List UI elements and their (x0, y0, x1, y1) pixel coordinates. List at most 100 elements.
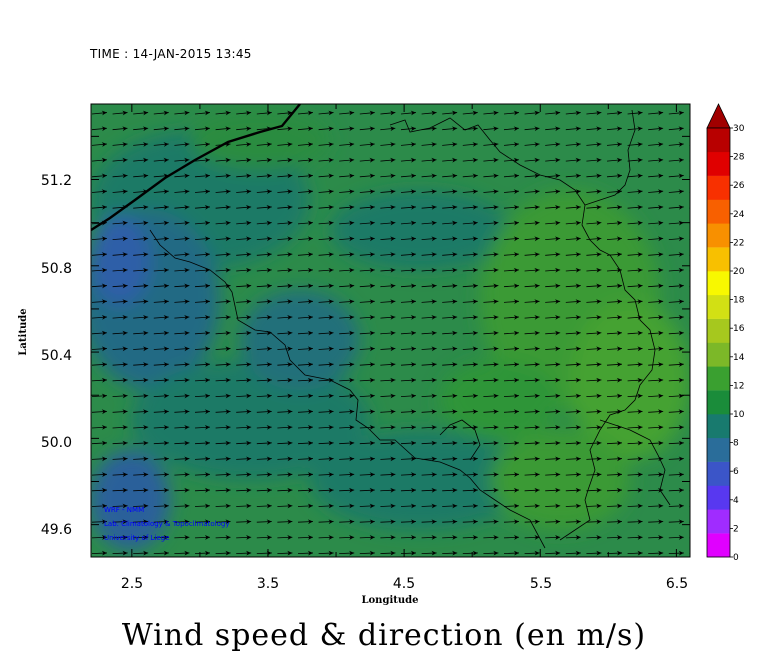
wind-arrow (339, 173, 355, 179)
wind-arrow (133, 110, 149, 116)
wind-arrow (689, 127, 690, 131)
wind-arrow (339, 535, 355, 540)
wind-arrow (442, 157, 458, 163)
wind-arrow (606, 142, 622, 147)
wind-arrow (586, 220, 602, 226)
wind-arrow (524, 487, 540, 493)
wind-arrow (442, 236, 458, 242)
wind-arrow (91, 283, 107, 289)
wind-arrow (668, 503, 684, 509)
wind-arrow (545, 440, 561, 446)
wind-speed-field: WRF - NMM Lab. Climatology & Topoclimato… (91, 104, 690, 557)
wind-arrow (524, 346, 540, 352)
wind-arrow (359, 362, 375, 367)
wind-arrow (339, 110, 355, 116)
wind-arrow (421, 142, 437, 147)
wind-arrow (483, 425, 499, 430)
wind-arrow (648, 157, 664, 163)
wind-arrow (400, 425, 416, 430)
wind-arrow (545, 252, 561, 257)
wind-arrow (648, 110, 664, 116)
wind-arrow (215, 189, 231, 195)
wind-arrow (627, 377, 643, 383)
wind-arrow (215, 535, 231, 540)
wind-arrow (318, 189, 334, 195)
wind-arrow (462, 252, 478, 257)
wind-arrow (194, 204, 210, 210)
wind-arrow (668, 283, 684, 289)
wind-arrow (627, 142, 643, 147)
wind-arrow (112, 236, 128, 242)
wind-arrow (277, 425, 293, 430)
wind-arrow (215, 503, 231, 509)
wind-arrow (627, 472, 643, 477)
field-patch (240, 290, 360, 390)
wind-arrow (483, 252, 499, 257)
wind-arrow (277, 299, 293, 305)
wind-arrow (689, 112, 690, 115)
wind-arrow (565, 283, 581, 289)
wind-arrow (215, 126, 231, 132)
wind-arrow (421, 346, 437, 352)
wind-arrow (462, 487, 478, 493)
wind-arrow (483, 550, 499, 556)
wind-arrow (586, 267, 602, 273)
wind-arrow (421, 173, 437, 179)
wind-arrow (606, 173, 622, 179)
wind-arrow (277, 519, 293, 525)
wind-arrow (91, 173, 107, 179)
wind-arrow (442, 535, 458, 540)
wind-arrow (174, 252, 190, 257)
wind-arrow (627, 456, 643, 462)
wind-arrow (689, 175, 690, 178)
colorbar-segment (707, 271, 730, 296)
wind-arrow (91, 377, 107, 383)
wind-arrow (153, 487, 169, 493)
wind-arrow (174, 110, 190, 116)
wind-arrow (277, 503, 293, 509)
colorbar-segment (707, 485, 730, 510)
wind-arrow (112, 440, 128, 446)
y-tick-labels: 51.2 50.8 50.4 50.0 49.6 (41, 173, 72, 538)
colorbar-segment (707, 414, 730, 439)
wind-arrow (400, 142, 416, 147)
wind-arrow (462, 283, 478, 289)
wind-arrow (483, 519, 499, 525)
wind-arrow (483, 456, 499, 462)
wind-arrow (380, 377, 396, 383)
wind-arrow (689, 363, 690, 366)
wind-arrow (194, 456, 210, 462)
wind-arrow (153, 440, 169, 446)
wind-arrow (359, 204, 375, 210)
wind-arrow (565, 220, 581, 226)
wind-arrow (380, 346, 396, 352)
wind-arrow (689, 552, 690, 554)
wind-arrow (483, 314, 499, 320)
wind-arrow (524, 377, 540, 383)
wind-arrow (380, 472, 396, 477)
wind-arrow (236, 142, 252, 147)
wind-arrow (462, 346, 478, 352)
x-tick-label: 3.5 (257, 576, 279, 592)
wind-arrow (297, 346, 313, 352)
colorbar-arrow (706, 103, 731, 129)
wind-arrow (236, 519, 252, 525)
wind-arrow (586, 346, 602, 352)
axis-ticks (91, 104, 690, 557)
wind-arrow (112, 362, 128, 367)
wind-arrow (339, 425, 355, 430)
wind-arrow (112, 204, 128, 210)
wind-arrow (606, 377, 622, 383)
colorbar-label: 10 (733, 410, 745, 420)
wind-arrow (256, 173, 272, 179)
wind-arrow (483, 362, 499, 367)
colorbar-segment (707, 247, 730, 272)
wind-arrow (648, 346, 664, 352)
wind-arrow (689, 426, 690, 429)
wind-arrow (503, 409, 519, 415)
wind-arrow (277, 487, 293, 493)
wind-arrow (174, 204, 190, 210)
wind-arrow (442, 425, 458, 430)
wind-arrow (215, 409, 231, 415)
